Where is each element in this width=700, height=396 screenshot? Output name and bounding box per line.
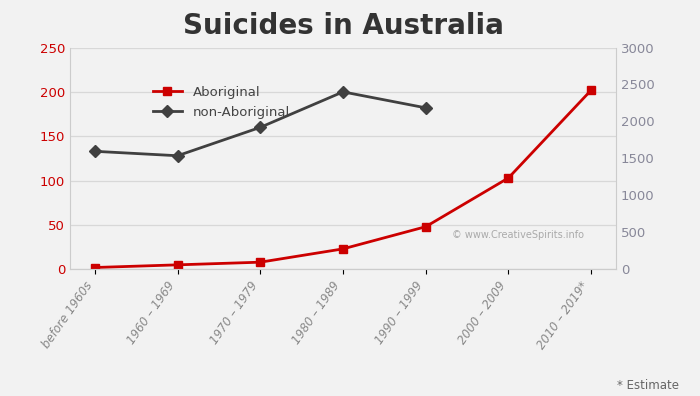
Aboriginal <box>587 88 596 93</box>
Legend: Aboriginal, non-Aboriginal: Aboriginal, non-Aboriginal <box>148 81 295 124</box>
non-Aboriginal <box>174 153 182 158</box>
non-Aboriginal <box>256 125 265 130</box>
Line: Aboriginal: Aboriginal <box>91 86 595 272</box>
Aboriginal <box>256 260 265 265</box>
non-Aboriginal <box>339 89 347 94</box>
Aboriginal <box>90 265 99 270</box>
Title: Suicides in Australia: Suicides in Australia <box>183 11 503 40</box>
Line: non-Aboriginal: non-Aboriginal <box>91 88 430 160</box>
non-Aboriginal <box>421 105 430 110</box>
Aboriginal <box>174 263 182 267</box>
Text: © www.CreativeSpirits.info: © www.CreativeSpirits.info <box>452 230 584 240</box>
Text: * Estimate: * Estimate <box>617 379 679 392</box>
Aboriginal <box>339 246 347 251</box>
Aboriginal <box>421 224 430 229</box>
non-Aboriginal <box>90 149 99 154</box>
Aboriginal <box>504 175 512 180</box>
